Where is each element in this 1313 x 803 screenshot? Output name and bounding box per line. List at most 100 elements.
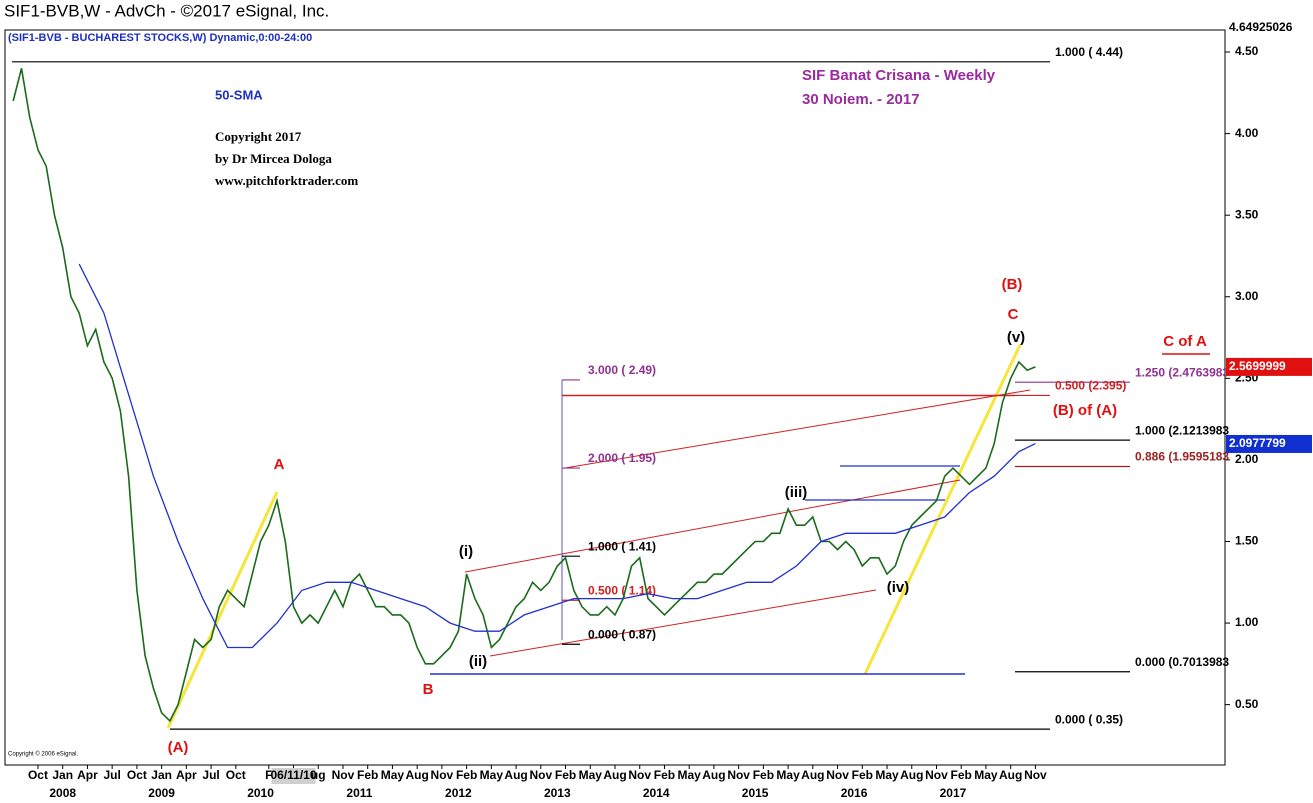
y-tick-label: 4.00 (1235, 126, 1259, 140)
vendor-note: Copyright © 2006 eSignal. (8, 751, 78, 758)
fib-label: 1.000 ( 1.41) (588, 539, 656, 553)
year-label: 2015 (742, 786, 769, 800)
fib-label: 0.886 (1.9595183 (1135, 450, 1229, 464)
channel-line (464, 479, 961, 573)
x-tick-highlight (271, 768, 316, 784)
x-tick-label: Nov (628, 768, 651, 782)
series-line (12, 68, 1036, 723)
copyright: by Dr Mircea Dologa (215, 151, 332, 166)
y-tick-label: 0.50 (1235, 697, 1259, 711)
x-tick-label: Aug (603, 768, 626, 782)
wave-label: (iv) (887, 579, 910, 596)
x-tick-label: May (974, 768, 998, 782)
x-tick-label: May (579, 768, 603, 782)
chart-title: SIF Banat Crisana - Weekly (802, 67, 996, 84)
y-tick-label: 3.00 (1235, 289, 1259, 303)
fib-label: 0.000 (0.7013983 (1135, 655, 1229, 669)
x-tick-label: Apr (176, 768, 197, 782)
fib-label: 0.500 (2.395) (1055, 379, 1126, 393)
x-tick-label: Feb (456, 768, 477, 782)
series-line (78, 263, 1036, 649)
x-tick-label: Feb (852, 768, 873, 782)
price-badge-label: 2.0977799 (1229, 436, 1286, 450)
year-label: 2011 (346, 786, 372, 800)
x-tick-label: Oct (28, 768, 48, 782)
header: SIF1-BVB,W - AdvCh - ©2017 eSignal, Inc. (4, 1, 329, 20)
x-tick-label: Aug (900, 768, 923, 782)
year-label: 2009 (148, 786, 175, 800)
fib-label: 2.000 ( 1.95) (588, 451, 656, 465)
x-tick-label: Aug (504, 768, 527, 782)
channel-line (564, 389, 1031, 469)
x-tick-label: Oct (127, 768, 147, 782)
copyright: www.pitchforktrader.com (215, 173, 358, 188)
symbol-line: (SIF1-BVB - BUCHAREST STOCKS,W) Dynamic,… (8, 32, 312, 44)
wave-label: C (1008, 306, 1019, 323)
x-tick-label: Nov (925, 768, 948, 782)
drawing-tools (166, 344, 1210, 729)
x-tick-label: Feb (753, 768, 774, 782)
wave-label: (i) (459, 543, 473, 560)
wave-label: (ii) (469, 653, 487, 670)
x-tick-label: Nov (431, 768, 454, 782)
year-label: 2013 (544, 786, 571, 800)
x-tick-label: Feb (555, 768, 576, 782)
sma-label: 50-SMA (215, 87, 263, 102)
x-tick-label: Nov (1024, 768, 1047, 782)
x-tick-label: May (875, 768, 899, 782)
price-badge (1226, 18, 1312, 37)
trend-line (166, 491, 279, 729)
x-tick-label: 06/11/10 (270, 768, 316, 782)
fib-label: 0.500 ( 1.14) (588, 583, 656, 597)
copyright: Copyright 2017 (215, 129, 302, 144)
x-tick-label: May (678, 768, 702, 782)
price-badge (1226, 357, 1312, 376)
x-tick-label: Feb (951, 768, 972, 782)
y-tick-label: 1.50 (1235, 534, 1259, 548)
wave-label: (B) (1002, 276, 1023, 293)
x-tick-label: Nov (826, 768, 849, 782)
y-tick-label: 3.50 (1235, 207, 1259, 221)
x-tick-label: Feb (654, 768, 675, 782)
x-tick-label: Feb (357, 768, 378, 782)
fib-label: 0.000 ( 0.35) (1055, 712, 1123, 726)
year-label: 2017 (940, 786, 967, 800)
x-tick-label: Aug (405, 768, 428, 782)
year-label: 2014 (643, 786, 670, 800)
wave-label: (iii) (785, 484, 808, 501)
year-label: 2012 (445, 786, 472, 800)
x-tick-label: Jan (151, 768, 172, 782)
year-label: 2016 (841, 786, 868, 800)
wave-label: (v) (1007, 329, 1025, 346)
wave-label: (A) (168, 739, 189, 756)
x-tick-label: Jul (202, 768, 219, 782)
x-tick-label: May (480, 768, 504, 782)
x-tick-label: Nov (727, 768, 750, 782)
x-tick-label: Aug (801, 768, 824, 782)
x-tick-label: Oct (226, 768, 246, 782)
y-tick-label: 1.00 (1235, 615, 1259, 629)
wave-label: C of A (1163, 333, 1207, 350)
fib-label: 3.000 ( 2.49) (588, 363, 656, 377)
chart-date: 30 Noiem. - 2017 (802, 91, 920, 108)
year-label: 2008 (49, 786, 76, 800)
x-tick-label: Jan (52, 768, 73, 782)
x-tick-label: Aug (999, 768, 1022, 782)
fib-label: 1.000 (2.1213983 (1135, 423, 1229, 437)
x-tick-label: Apr (77, 768, 98, 782)
fib-label: 0.000 ( 0.87) (588, 627, 656, 641)
price-badge-label: 4.64925026 (1229, 20, 1293, 34)
y-tick-label: 4.50 (1235, 44, 1259, 58)
fib-label: 1.000 ( 4.44) (1055, 45, 1123, 59)
x-tick-label: Aug (702, 768, 725, 782)
x-tick-label: Jul (103, 768, 120, 782)
trend-line (863, 344, 1022, 675)
x-tick-label: Nov (529, 768, 552, 782)
x-tick-label: ug (311, 768, 326, 782)
price-badge-label: 2.5699999 (1229, 359, 1286, 373)
x-tick-label: F (265, 768, 272, 782)
wave-label: A (274, 456, 285, 473)
year-label: 2010 (247, 786, 274, 800)
